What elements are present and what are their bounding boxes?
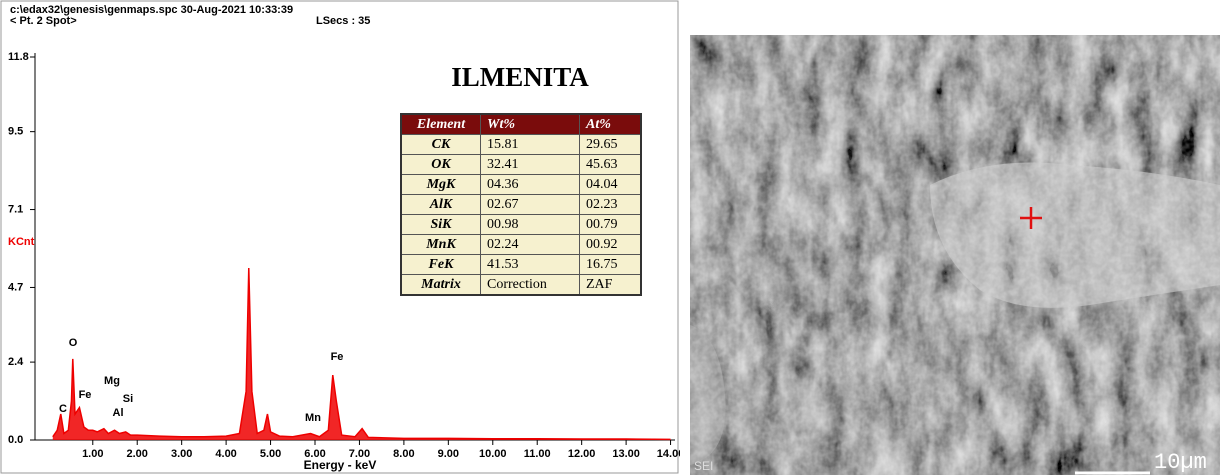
peak-label: Mn: [305, 412, 321, 424]
x-tick-label: 13.00: [612, 448, 640, 460]
table-cell: 32.41: [480, 154, 580, 175]
peak-label: Si: [123, 393, 133, 405]
peak-label: C: [59, 403, 67, 415]
x-tick-label: 2.00: [127, 448, 148, 460]
peak-label: O: [69, 337, 78, 349]
table-cell: 29.65: [579, 134, 642, 155]
table-row: MnK 02.24 00.92: [400, 234, 642, 255]
point-header: < Pt. 2 Spot>: [10, 15, 77, 27]
scale-label: 10µm: [1154, 450, 1207, 475]
table-cell: 00.79: [579, 214, 642, 235]
peak-label: Fe: [79, 389, 92, 401]
table-cell: 02.67: [480, 194, 580, 215]
table-cell: Matrix: [400, 274, 481, 296]
table-cell: Wt%: [480, 113, 580, 135]
x-tick-label: 5.00: [260, 448, 281, 460]
x-tick-label: 8.00: [393, 448, 414, 460]
y-tick-label: 9.5: [8, 126, 23, 138]
table-cell: CK: [400, 134, 481, 155]
table-cell: 00.98: [480, 214, 580, 235]
x-tick-label: 4.00: [215, 448, 236, 460]
table-cell: 04.36: [480, 174, 580, 195]
table-cell: SiK: [400, 214, 481, 235]
table-cell: At%: [579, 113, 642, 135]
table-cell: 02.23: [579, 194, 642, 215]
table-row: Matrix Correction ZAF: [400, 274, 642, 296]
table-cell: 15.81: [480, 134, 580, 155]
file-header: c:\edax32\genesis\genmaps.spc 30-Aug-202…: [10, 4, 293, 16]
table-cell: 00.92: [579, 234, 642, 255]
table-row: CK 15.81 29.65: [400, 134, 642, 155]
peak-label: Fe: [331, 351, 344, 363]
composition-table: Element Wt% At% CK 15.81 29.65 OK 32.41 45.63 MgK…: [400, 113, 642, 296]
table-cell: MgK: [400, 174, 481, 195]
y-tick-label: 2.4: [8, 356, 24, 368]
x-tick-label: 1.00: [82, 448, 103, 460]
x-tick-label: 9.00: [438, 448, 459, 460]
table-cell: 16.75: [579, 254, 642, 275]
x-axis-label: Energy - keV: [304, 458, 377, 472]
y-axis-label: KCnt: [8, 236, 35, 248]
table-row: MgK 04.36 04.04: [400, 174, 642, 195]
table-cell: 04.04: [579, 174, 642, 195]
y-tick-label: 7.1: [8, 203, 23, 215]
table-cell: OK: [400, 154, 481, 175]
table-header: Element Wt% At%: [400, 113, 642, 135]
table-cell: ZAF: [579, 274, 642, 296]
y-tick-label: 4.7: [8, 281, 23, 293]
table-row: AlK 02.67 02.23: [400, 194, 642, 215]
table-cell: 41.53: [480, 254, 580, 275]
y-tick-label: 11.8: [8, 51, 29, 63]
table-row: FeK 41.53 16.75: [400, 254, 642, 275]
table-row: SiK 00.98 00.79: [400, 214, 642, 235]
table-cell: Correction: [480, 274, 580, 296]
x-tick-label: 3.00: [171, 448, 192, 460]
x-tick-label: 11.00: [524, 448, 551, 460]
table-cell: FeK: [400, 254, 481, 275]
table-cell: 02.24: [480, 234, 580, 255]
sem-grain: [690, 35, 1220, 475]
table-cell: Element: [400, 113, 481, 135]
peak-label: Mg: [104, 375, 120, 387]
x-tick-label: 10.00: [479, 448, 507, 460]
table-cell: 45.63: [579, 154, 642, 175]
sem-image: SEI 10µm: [690, 35, 1220, 475]
x-tick-label: 12.00: [568, 448, 596, 460]
y-tick-label: 0.0: [8, 434, 23, 446]
table-cell: AlK: [400, 194, 481, 215]
detector-label: SEI: [694, 459, 713, 473]
table-cell: MnK: [400, 234, 481, 255]
chart-title: ILMENITA: [451, 62, 589, 92]
lsecs: LSecs : 35: [316, 15, 370, 27]
x-tick-label: 7.00: [349, 448, 370, 460]
table-row: OK 32.41 45.63: [400, 154, 642, 175]
peak-label: Al: [113, 407, 124, 419]
x-tick-label: 14.00: [657, 448, 680, 460]
x-tick-label: 6.00: [304, 448, 325, 460]
